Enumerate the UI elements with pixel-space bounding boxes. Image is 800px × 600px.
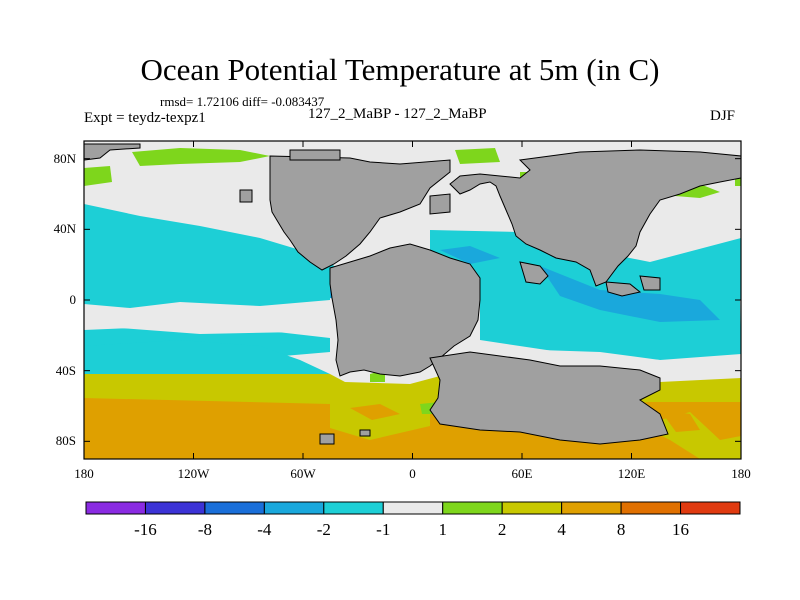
season-label: DJF	[710, 108, 736, 124]
colorbar-swatch	[382, 501, 444, 515]
x-tick-label: 60E	[511, 466, 533, 481]
x-tick-label: 120W	[177, 466, 210, 481]
colorbar-label: 4	[557, 520, 566, 539]
colorbar-swatch	[680, 501, 741, 515]
colorbar-swatch	[620, 501, 682, 515]
stats-label: rmsd= 1.72106 diff= -0.083437	[160, 94, 325, 109]
x-tick-label: 120E	[617, 466, 646, 481]
y-tick-label: 40S	[55, 362, 76, 378]
y-tick-label: 80S	[55, 433, 76, 449]
plot-title: Ocean Potential Temperature at 5m (in C)	[140, 52, 660, 87]
colorbar-label: -2	[316, 520, 331, 539]
colorbar	[85, 501, 741, 515]
x-tick-label: 180	[731, 466, 751, 481]
period-label: 127_2_MaBP - 127_2_MaBP	[308, 106, 487, 122]
experiment-label: Expt = teydz-texpz1	[84, 110, 206, 126]
y-tick-label: 0	[69, 292, 77, 307]
colorbar-label: -16	[134, 520, 157, 539]
colorbar-swatch	[144, 501, 206, 515]
colorbar-swatch	[442, 501, 503, 515]
colorbar-swatch	[323, 501, 384, 515]
colorbar-swatch	[561, 501, 622, 515]
colorbar-swatch	[204, 501, 265, 515]
x-tick-label: 60W	[290, 466, 316, 481]
colorbar-label: -8	[197, 520, 212, 539]
colorbar-swatch	[263, 501, 325, 515]
colorbar-label: 1	[438, 520, 447, 539]
x-tick-label: 180	[74, 466, 94, 481]
colorbar-label: 2	[497, 520, 507, 539]
colorbar-swatch	[85, 501, 146, 515]
x-tick-label: 0	[409, 466, 416, 481]
y-tick-label: 80N	[53, 150, 76, 166]
axis-ticks	[83, 141, 742, 459]
colorbar-label: -1	[376, 520, 391, 539]
colorbar-label: -4	[257, 520, 272, 539]
y-tick-label: 40N	[53, 221, 76, 237]
colorbar-label: 8	[616, 520, 626, 539]
land-mask	[83, 143, 742, 445]
colorbar-swatch	[501, 501, 563, 515]
colorbar-label: 16	[672, 520, 690, 539]
